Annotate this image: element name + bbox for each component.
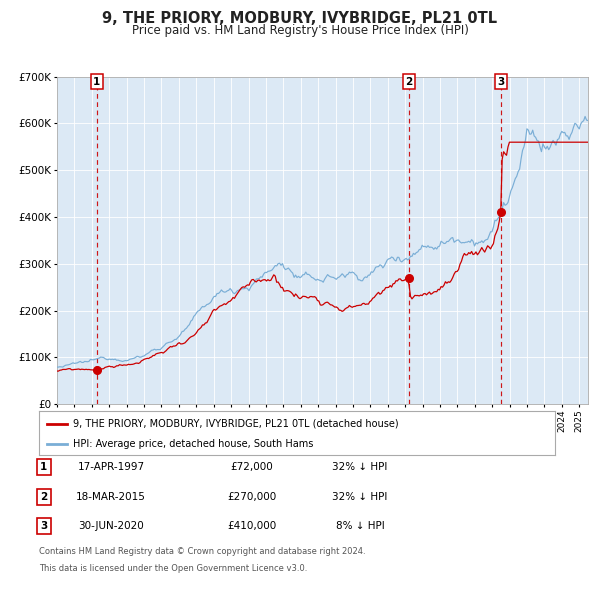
Text: 9, THE PRIORY, MODBURY, IVYBRIDGE, PL21 0TL (detached house): 9, THE PRIORY, MODBURY, IVYBRIDGE, PL21 … [73, 419, 398, 428]
Text: 2: 2 [40, 492, 47, 502]
Text: £410,000: £410,000 [227, 522, 277, 531]
Text: 2: 2 [405, 77, 412, 87]
Text: 32% ↓ HPI: 32% ↓ HPI [332, 463, 388, 472]
Text: 3: 3 [40, 522, 47, 531]
Text: 1: 1 [93, 77, 100, 87]
Text: 1: 1 [40, 463, 47, 472]
Text: 18-MAR-2015: 18-MAR-2015 [76, 492, 146, 502]
Text: 8% ↓ HPI: 8% ↓ HPI [335, 522, 385, 531]
Text: This data is licensed under the Open Government Licence v3.0.: This data is licensed under the Open Gov… [39, 565, 307, 573]
Text: Price paid vs. HM Land Registry's House Price Index (HPI): Price paid vs. HM Land Registry's House … [131, 24, 469, 37]
Text: 3: 3 [497, 77, 505, 87]
Text: 17-APR-1997: 17-APR-1997 [77, 463, 145, 472]
Text: 32% ↓ HPI: 32% ↓ HPI [332, 492, 388, 502]
Text: Contains HM Land Registry data © Crown copyright and database right 2024.: Contains HM Land Registry data © Crown c… [39, 547, 365, 556]
Text: 30-JUN-2020: 30-JUN-2020 [78, 522, 144, 531]
Text: HPI: Average price, detached house, South Hams: HPI: Average price, detached house, Sout… [73, 439, 313, 449]
Text: 9, THE PRIORY, MODBURY, IVYBRIDGE, PL21 0TL: 9, THE PRIORY, MODBURY, IVYBRIDGE, PL21 … [103, 11, 497, 25]
Text: £72,000: £72,000 [230, 463, 274, 472]
Text: £270,000: £270,000 [227, 492, 277, 502]
